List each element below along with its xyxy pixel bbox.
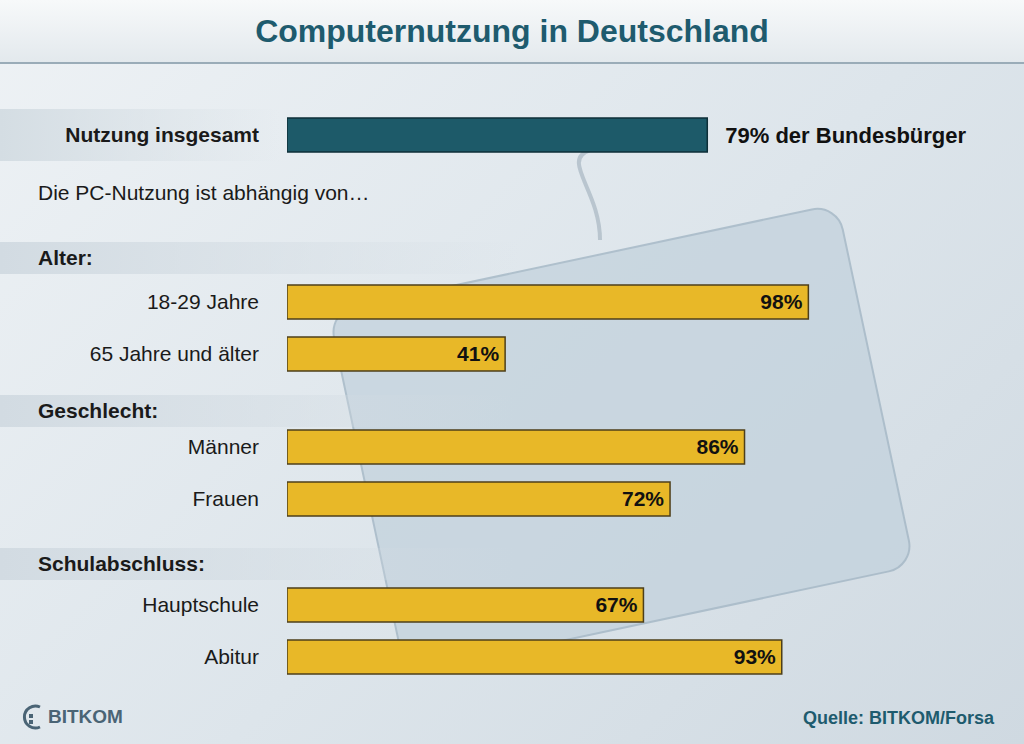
html-text:Quelle: BITKOM/Forsa: Quelle: BITKOM/Forsa	[803, 708, 994, 728]
html-text:Computernutzung in Deutschland: Computernutzung in Deutschland	[255, 12, 769, 49]
svg-text:98%: 98%	[760, 290, 802, 313]
svg-text:67%: 67%	[595, 593, 637, 616]
svg-text:79% der Bundesbürger: 79% der Bundesbürger	[725, 123, 966, 148]
html-text:Alter:: Alter:	[38, 246, 93, 269]
svg-text:Abitur: Abitur	[204, 645, 259, 668]
svg-text:Hauptschule: Hauptschule	[142, 593, 259, 616]
svg-text:Männer: Männer	[188, 435, 259, 458]
html-text:Die PC-Nutzung ist abhängig vo: Die PC-Nutzung ist abhängig von…	[38, 181, 370, 204]
html-text:BITKOM: BITKOM	[48, 706, 123, 727]
html-text:Geschlecht:: Geschlecht:	[38, 399, 159, 422]
svg-text:93%: 93%	[734, 645, 776, 668]
svg-text:Frauen: Frauen	[192, 487, 259, 510]
svg-text:65 Jahre und älter: 65 Jahre und älter	[90, 342, 259, 365]
html-text:Schulabschluss:: Schulabschluss:	[38, 552, 205, 575]
svg-text:Nutzung insgesamt: Nutzung insgesamt	[65, 123, 259, 146]
svg-text:86%: 86%	[696, 435, 738, 458]
svg-text:41%: 41%	[457, 342, 499, 365]
svg-text:18-29 Jahre: 18-29 Jahre	[147, 290, 259, 313]
svg-text:72%: 72%	[622, 487, 664, 510]
